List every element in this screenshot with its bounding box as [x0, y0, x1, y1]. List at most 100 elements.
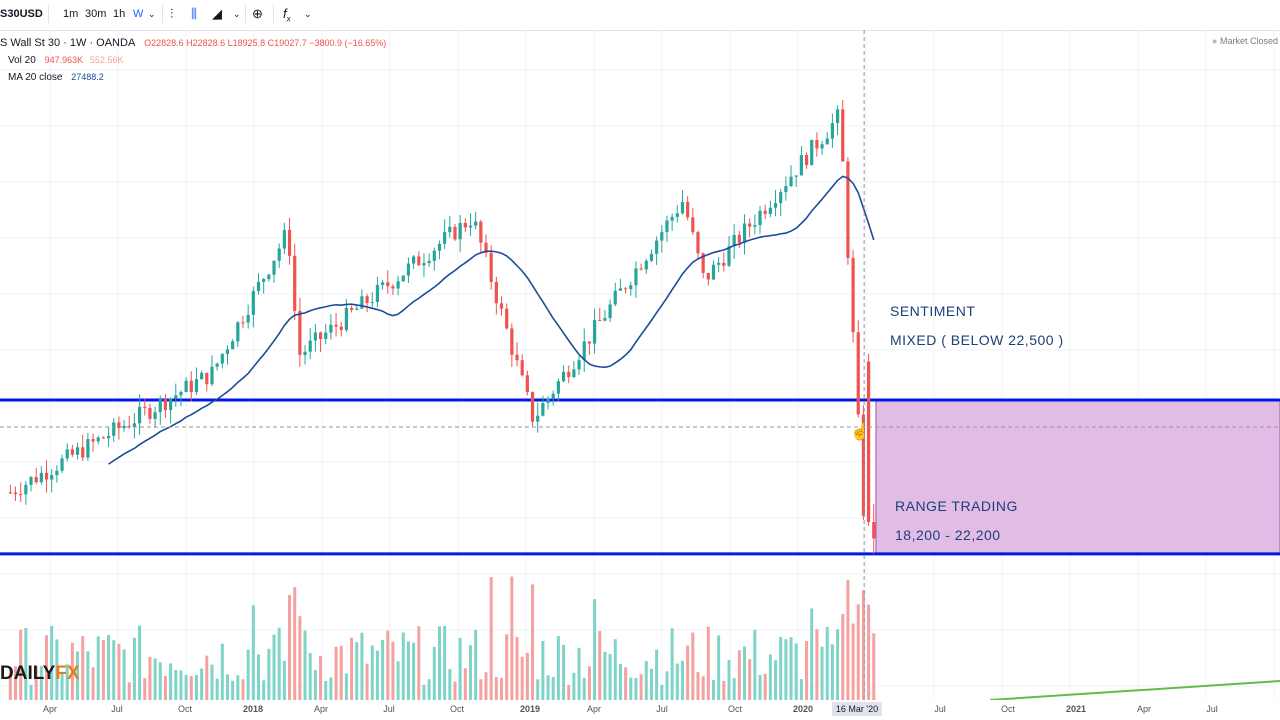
bar-style-icon[interactable]: ⫶	[170, 6, 174, 21]
volume-bar	[784, 639, 788, 700]
interval-dropdown-icon[interactable]: ⌄	[148, 9, 156, 19]
volume-bar	[360, 632, 364, 700]
volume-bar	[127, 682, 131, 700]
range-title: RANGE TRADING	[895, 498, 1018, 514]
candle-body	[277, 248, 281, 261]
candle-body	[582, 341, 586, 361]
candle-body	[236, 322, 240, 342]
candle-body	[572, 369, 576, 378]
candle-body	[603, 318, 607, 321]
interval-1h-button[interactable]: 1h	[113, 8, 126, 20]
volume-bar	[34, 666, 38, 700]
volume-bar	[200, 668, 204, 700]
candle-body	[19, 494, 23, 496]
indicators-dropdown-icon[interactable]: ⌄	[304, 9, 312, 19]
dailyfx-logo: DAILYFX	[0, 663, 80, 685]
interval-1m-button[interactable]: 1m	[63, 8, 79, 20]
volume-bar	[55, 639, 59, 700]
volume-bar	[107, 634, 111, 700]
legend-volume-value: 947.963K	[44, 55, 84, 65]
time-axis-label: Oct	[449, 704, 465, 714]
volume-bar	[277, 627, 281, 700]
candle-body	[608, 304, 612, 319]
candle-body	[587, 341, 592, 344]
volume-bar	[324, 681, 328, 700]
candle-body	[179, 392, 183, 396]
legend-ma-value: 27488.2	[71, 72, 104, 82]
interval-30m-button[interactable]: 30m	[85, 8, 107, 20]
area-style-icon[interactable]: ◢	[212, 6, 222, 21]
volume-bar	[163, 676, 167, 700]
candle-body	[391, 286, 395, 289]
symbol-label[interactable]: S30USD	[0, 8, 43, 20]
chart-style-dropdown-icon[interactable]: ⌄	[233, 9, 241, 19]
candle-body	[210, 366, 214, 385]
volume-bar	[830, 644, 834, 700]
trend-line	[989, 680, 1280, 700]
volume-bar	[453, 681, 457, 700]
volume-bar	[91, 667, 95, 700]
volume-bar	[174, 669, 178, 700]
compare-add-icon[interactable]: ⊕	[252, 6, 263, 21]
volume-bar	[867, 604, 871, 700]
toolbar-separator	[162, 5, 163, 23]
candle-body	[856, 332, 860, 415]
volume-bar	[711, 680, 715, 700]
candle-body	[830, 123, 835, 139]
candle-body	[520, 360, 524, 376]
time-axis-label: Apr	[313, 704, 329, 714]
candles-style-icon[interactable]: ⫼	[191, 6, 197, 21]
volume-bar	[763, 673, 767, 700]
candle-body	[727, 246, 731, 266]
volume-bar	[215, 678, 219, 700]
volume-bar	[805, 641, 809, 700]
volume-bar	[272, 634, 276, 700]
volume-bar	[96, 636, 100, 700]
candle-body	[696, 232, 700, 254]
volume-bar	[406, 641, 410, 700]
candle-body	[334, 324, 338, 327]
volume-bar	[732, 678, 736, 700]
candle-body	[680, 201, 685, 214]
candle-body	[468, 225, 473, 228]
candle-body	[96, 437, 100, 442]
volume-bar	[856, 604, 860, 700]
candle-body	[365, 296, 369, 304]
crosshair-date-label: 16 Mar '20	[831, 702, 883, 716]
candle-body	[101, 437, 106, 439]
candle-body	[706, 272, 710, 280]
volume-bar	[225, 674, 229, 700]
candle-body	[474, 221, 478, 226]
candle-body	[184, 380, 188, 393]
volume-bar	[24, 628, 28, 700]
time-axis-label: Jul	[383, 704, 395, 714]
volume-bar	[618, 663, 622, 700]
range-value: 18,200 - 22,200	[895, 527, 1001, 543]
candle-body	[81, 447, 85, 458]
volume-bar	[412, 642, 416, 700]
candle-body	[561, 371, 566, 382]
price-chart[interactable]	[0, 30, 1280, 700]
indicators-icon[interactable]: fx	[283, 6, 291, 24]
volume-bar	[577, 647, 581, 700]
candle-body	[298, 310, 302, 356]
volume-bar	[386, 630, 390, 700]
volume-bar	[649, 668, 653, 700]
volume-bar	[298, 616, 302, 700]
volume-bar	[794, 643, 798, 700]
interval-week-button[interactable]: W	[133, 8, 144, 20]
volume-bar	[112, 640, 116, 700]
candle-body	[773, 203, 778, 208]
candle-body	[117, 422, 121, 429]
volume-bar	[220, 643, 224, 700]
volume-bar	[520, 656, 524, 700]
volume-bar	[484, 672, 488, 700]
candle-body	[479, 221, 483, 243]
volume-bar	[339, 645, 343, 700]
volume-bar	[536, 679, 540, 700]
volume-bar	[344, 673, 348, 700]
candle-body	[241, 322, 245, 324]
candle-body	[396, 281, 400, 289]
time-axis[interactable]: Apr Jul Oct 2018 Apr Jul Oct 2019 Apr Jul Oct 2020 1…	[0, 700, 1280, 720]
volume-bar	[169, 663, 173, 700]
